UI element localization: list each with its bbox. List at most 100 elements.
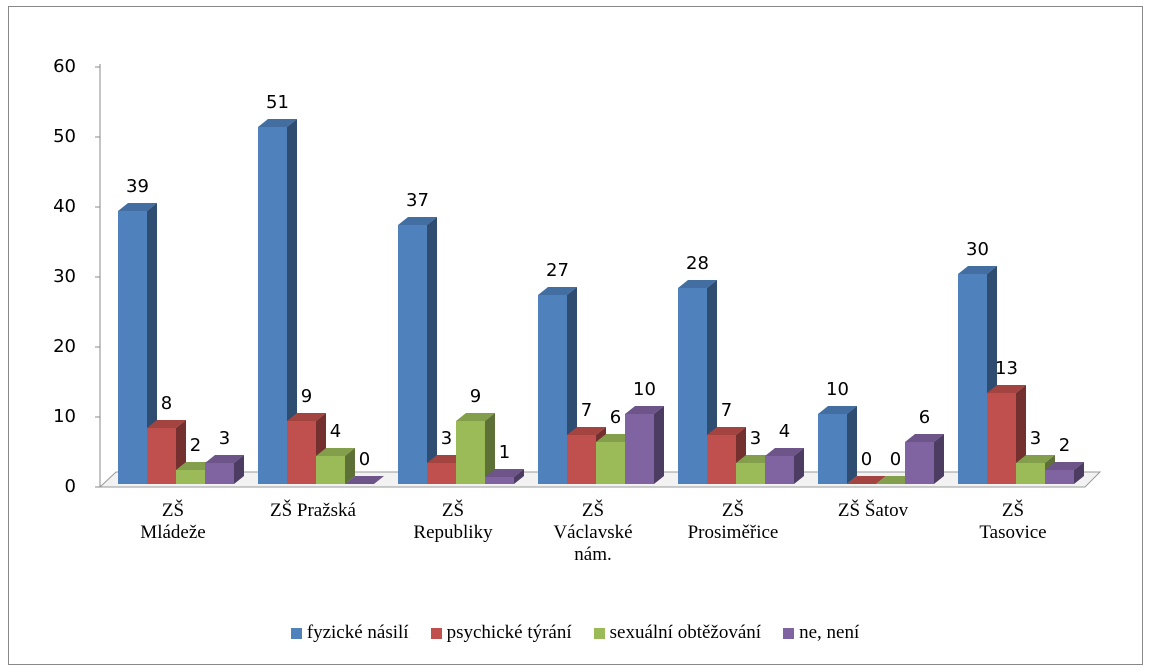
bar-side: [1074, 462, 1084, 484]
bar-front: [625, 414, 654, 484]
value-label: 37: [406, 190, 429, 211]
x-tick-label: ZŠ Prosiměřice: [687, 500, 779, 543]
bar-side: [514, 469, 524, 484]
bar-front: [818, 414, 847, 484]
bar-top: [485, 469, 524, 477]
bar-front: [1045, 470, 1074, 484]
bar: [147, 420, 186, 484]
bar-front: [205, 463, 234, 484]
bar-side: [147, 203, 157, 484]
value-label: 3: [441, 428, 452, 449]
bar-top: [398, 217, 437, 225]
bar-front: [147, 428, 176, 484]
value-label: 9: [301, 386, 312, 407]
bar-top: [958, 266, 997, 274]
bar-top: [345, 476, 384, 484]
bar-top: [147, 420, 186, 428]
legend-swatch: [290, 627, 302, 639]
legend-swatch: [783, 627, 795, 639]
bar-top: [118, 203, 157, 211]
bar: [1045, 462, 1084, 484]
chart-border: [8, 6, 1143, 665]
bar-front: [456, 421, 485, 484]
legend-swatch: [430, 627, 442, 639]
y-tick-label: 20: [53, 336, 76, 357]
bar-front: [398, 225, 427, 484]
value-label: 0: [359, 449, 370, 470]
bar-side: [654, 406, 664, 484]
value-label: 3: [219, 428, 230, 449]
bar-front: [736, 463, 765, 484]
bar-front: [905, 442, 934, 484]
bar-side: [485, 413, 495, 484]
value-label: 30: [966, 239, 989, 260]
bar-front: [427, 463, 456, 484]
legend: fyzické násilí psychické týrání sexuální o…: [0, 622, 1150, 644]
x-tick-label: ZŠ Tasovice: [979, 500, 1047, 543]
value-label: 39: [126, 176, 149, 197]
x-tick-label: ZŠ Šatov: [837, 500, 909, 521]
legend-item: psychické týrání: [430, 622, 572, 644]
legend-label: fyzické násilí: [306, 622, 409, 643]
y-tick-label: 30: [53, 266, 76, 287]
bar-top: [316, 448, 355, 456]
y-tick-label: 60: [53, 56, 76, 77]
x-tick-label: ZŠ Pražská: [269, 500, 356, 521]
bar-side: [934, 434, 944, 484]
y-tick-label: 50: [53, 126, 76, 147]
bar-front: [678, 288, 707, 484]
bar-top: [678, 280, 717, 288]
bar: [258, 119, 297, 484]
y-tick-label: 10: [53, 406, 76, 427]
y-tick-label: 0: [65, 476, 76, 497]
bar-top: [765, 448, 804, 456]
bar-front: [596, 442, 625, 484]
bar: [398, 217, 437, 484]
bar-front: [316, 456, 345, 484]
x-tick-label: ZŠ Václavské nám.: [553, 500, 633, 565]
value-label: 8: [161, 393, 172, 414]
bar: [625, 406, 664, 484]
bar-top: [707, 427, 746, 435]
bar-front: [118, 211, 147, 484]
bar: [765, 448, 804, 484]
value-label: 4: [330, 421, 341, 442]
value-label: 10: [826, 379, 849, 400]
bar-side: [345, 448, 355, 484]
bar-top: [1045, 462, 1084, 470]
value-label: 6: [919, 407, 930, 428]
value-label: 1: [499, 442, 510, 463]
bar-front: [258, 127, 287, 484]
value-label: 4: [779, 421, 790, 442]
bar: [818, 406, 857, 484]
value-label: 2: [1059, 435, 1070, 456]
bar-top: [1016, 455, 1055, 463]
bar-top: [205, 455, 244, 463]
bar-top: [538, 287, 577, 295]
x-tick-label: ZŠ Mládeže: [140, 500, 206, 543]
value-label: 7: [581, 400, 592, 421]
bar-side: [287, 119, 297, 484]
bar: [345, 476, 384, 484]
bar: [456, 413, 495, 484]
bar: [905, 434, 944, 484]
value-label: 9: [470, 386, 481, 407]
bar: [987, 385, 1026, 484]
value-label: 10: [633, 379, 656, 400]
legend-label: sexuální obtěžování: [609, 622, 762, 643]
bar-side: [847, 406, 857, 484]
bar: [847, 476, 886, 484]
bar-side: [427, 217, 437, 484]
bar-front: [958, 274, 987, 484]
bar-top: [287, 413, 326, 421]
bar-top: [456, 413, 495, 421]
bar-side: [794, 448, 804, 484]
value-label: 51: [266, 92, 289, 113]
bar: [118, 203, 157, 484]
bar: [485, 469, 524, 484]
value-label: 3: [750, 428, 761, 449]
legend-item: ne, není: [783, 622, 859, 644]
value-label: 27: [546, 260, 569, 281]
value-label: 28: [686, 253, 709, 274]
